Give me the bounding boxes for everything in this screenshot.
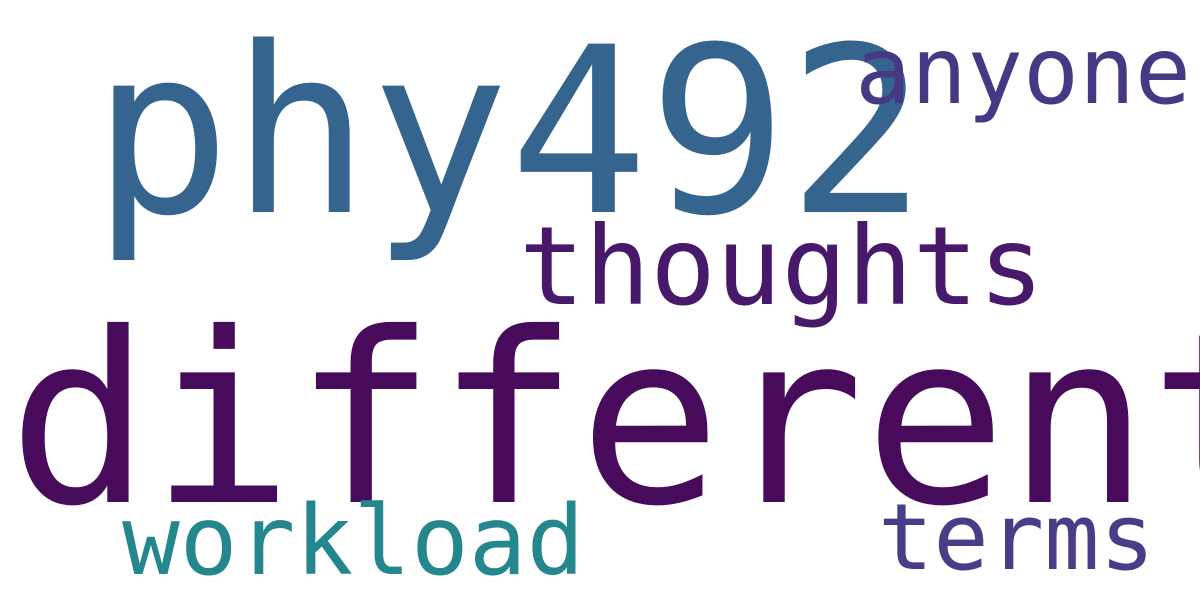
word-different: different (8, 282, 1200, 558)
word-thoughts: thoughts (519, 203, 1044, 330)
word-anyone: anyone (855, 17, 1191, 125)
word-workload: workload (122, 485, 585, 597)
word-terms: terms (878, 484, 1155, 591)
word-phy492: phy492 (92, 0, 927, 267)
